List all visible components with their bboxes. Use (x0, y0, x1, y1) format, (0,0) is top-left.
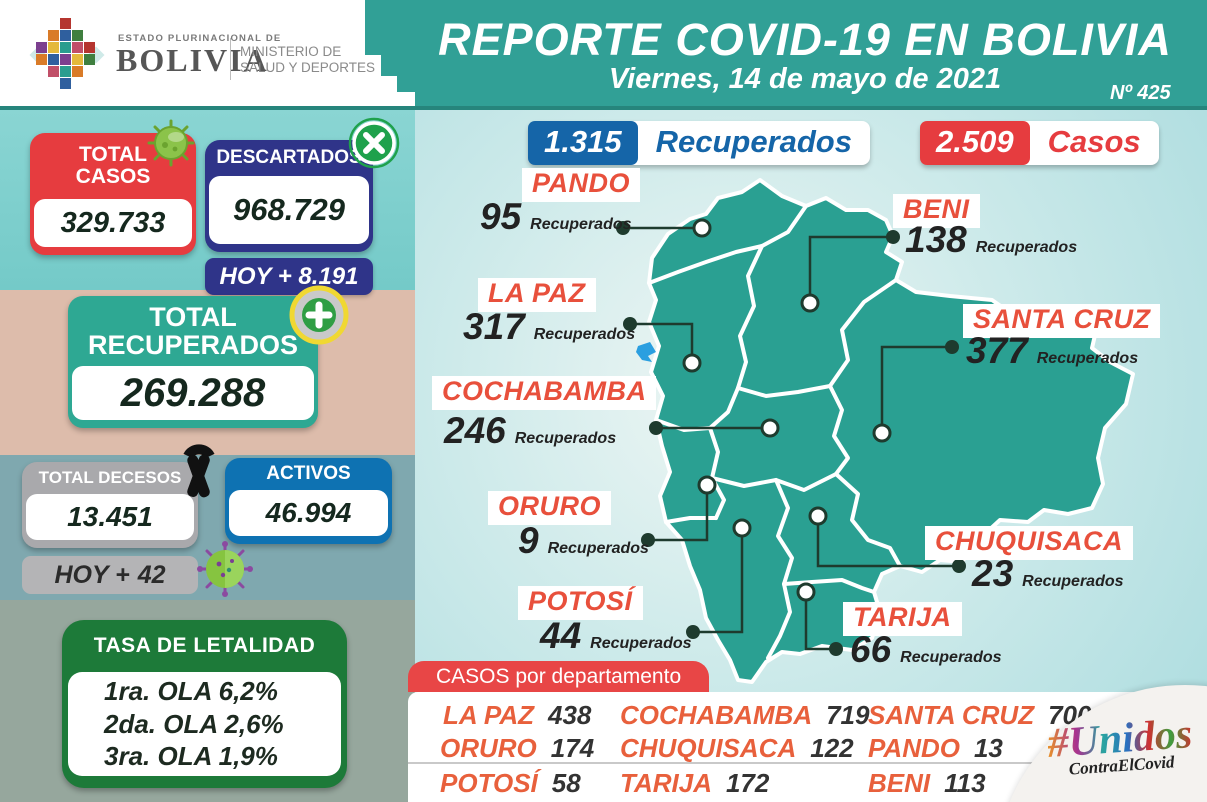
virus-icon (147, 119, 195, 167)
header-accent-strip (0, 106, 1207, 110)
dept-label-tarija: TARIJA (843, 602, 962, 636)
dept-label-pando: PANDO (522, 168, 641, 202)
report-date: Viernes, 14 de mayo de 2021 (608, 63, 1002, 95)
cases-by-department-title: CASOS por departamento (408, 661, 710, 692)
dept-value-chuquisaca: 23 Recuperados (972, 553, 1124, 594)
dept-value-santa-cruz: 377 Recuperados (966, 330, 1139, 371)
dept-label-santa-cruz: SANTA CRUZ (963, 304, 1161, 338)
tasa-letalidad-card: TASA DE LETALIDAD 1ra. OLA 6,2% 2da. OLA… (62, 620, 347, 788)
dept-value-oruro: 9 Recuperados (518, 520, 649, 561)
bolivia-chakana-logo-icon (29, 18, 105, 89)
descartados-card: DESCARTADOS 968.729 (205, 140, 373, 252)
virus-green-purple-icon (197, 541, 253, 597)
dept-value-potosi: 44 Recuperados (540, 615, 692, 656)
activos-header: ACTIVOS (266, 463, 351, 485)
tasa-letalidad-title: TASA DE LETALIDAD (93, 634, 316, 657)
estado-plurinacional-label: ESTADO PLURINACIONAL DE (118, 33, 282, 44)
page-title: REPORTE COVID-19 EN BOLIVIA (438, 14, 1172, 65)
case-cell: LA PAZ 438 (443, 700, 592, 730)
descartados-header: DESCARTADOS (216, 147, 362, 169)
mourning-ribbon-icon (183, 444, 215, 498)
activos-card: ACTIVOS 46.994 (225, 458, 392, 544)
case-cell: ORURO 174 (440, 733, 595, 763)
total-casos-value: 329.733 (34, 199, 192, 247)
total-casos-header: TOTAL CASOS (75, 142, 151, 188)
tasa-letalidad-body: 1ra. OLA 6,2% 2da. OLA 2,6% 3ra. OLA 1,9… (68, 672, 341, 776)
dept-label-oruro: ORURO (488, 491, 611, 525)
unidos-contra-el-covid-logo: #Unidos ContraElCovid (1046, 711, 1194, 781)
recovered-total-value: 1.315 (528, 121, 638, 165)
total-decesos-header: TOTAL DECESOS (38, 468, 182, 488)
dept-value-tarija: 66 Recuperados (850, 629, 1002, 670)
decesos-today-pill: HOY + 42 (22, 556, 198, 594)
cases-total-label: Casos (1047, 124, 1141, 159)
report-number: Nº 425 (1110, 82, 1171, 104)
dept-label-beni: BENI (893, 194, 980, 228)
dept-label-la-paz: LA PAZ (478, 278, 596, 312)
dept-value-la-paz: 317 Recuperados (463, 306, 636, 347)
ministry-label: MINISTERIO DE SALUD Y DEPORTES (240, 44, 376, 76)
cases-table-divider (408, 762, 1120, 764)
dept-label-potosi: POTOSÍ (518, 586, 643, 620)
dept-label-cochabamba: COCHABAMBA (432, 376, 657, 410)
discarded-x-icon (348, 117, 400, 169)
case-cell: TARIJA 172 (620, 768, 770, 798)
dept-value-pando: 95 Recuperados (480, 196, 632, 237)
case-cell: COCHABAMBA 719 (620, 700, 870, 730)
dept-value-cochabamba: 246 Recuperados (444, 410, 617, 451)
total-decesos-value: 13.451 (26, 494, 194, 540)
descartados-today-pill: HOY + 8.191 (205, 258, 373, 295)
bolivia-wordmark: BOLIVIA (116, 42, 269, 78)
recovered-total-label: Recuperados (655, 124, 852, 159)
total-recuperados-value: 269.288 (72, 366, 314, 420)
total-recuperados-card: TOTAL RECUPERADOS 269.288 (68, 296, 318, 428)
activos-value: 46.994 (229, 490, 388, 536)
dept-value-beni: 138 Recuperados (905, 219, 1078, 260)
total-recuperados-header: TOTAL RECUPERADOS (87, 301, 299, 360)
case-cell: CHUQUISACA 122 (620, 733, 854, 763)
case-cell: PANDO 13 (868, 733, 1003, 763)
header-divider (230, 38, 231, 80)
case-cell: POTOSÍ 58 (440, 768, 581, 798)
header: ESTADO PLURINACIONAL DE BOLIVIA MINISTER… (0, 0, 1207, 110)
cases-total-value: 2.509 (920, 121, 1030, 165)
dept-label-chuquisaca: CHUQUISACA (925, 526, 1134, 560)
total-decesos-card: TOTAL DECESOS 13.451 (22, 462, 198, 548)
descartados-value: 968.729 (209, 176, 369, 244)
recovered-plus-icon (289, 285, 349, 345)
letalidad-row: 3ra. OLA 1,9% (104, 741, 278, 772)
cases-total-badge: 2.509 Casos (920, 121, 1159, 165)
recovered-total-badge: 1.315 Recuperados (528, 121, 870, 165)
letalidad-row: 2da. OLA 2,6% (104, 708, 284, 739)
case-cell: BENI 113 (868, 768, 986, 798)
letalidad-row: 1ra. OLA 6,2% (104, 676, 278, 707)
